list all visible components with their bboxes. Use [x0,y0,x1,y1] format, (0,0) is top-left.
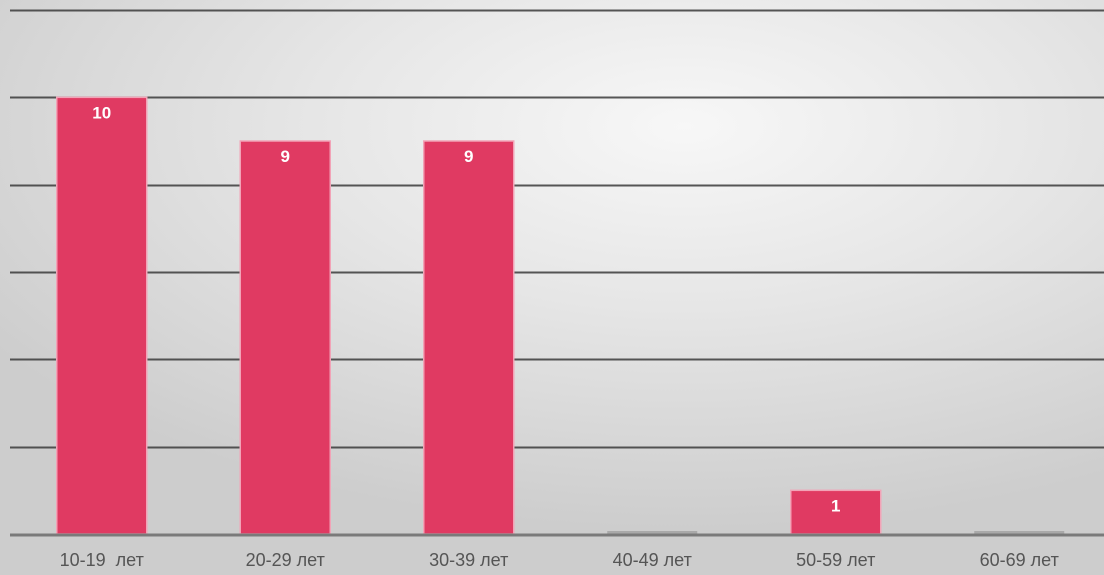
value-label-3: 9 [464,147,473,166]
bar-5 [790,489,882,535]
category-label-5: 50-59 лет [796,550,875,570]
category-label-3: 30-39 лет [429,550,508,570]
bar-3 [423,140,515,535]
bar-6 [974,531,1065,534]
labels: 10 10-19 лет 9 20-29 лет 9 30-39 лет 40-49 лет… [60,103,1059,570]
category-label-1: 10-19 лет [60,550,144,570]
bar-2 [239,140,331,535]
category-label-6: 60-69 лет [980,550,1059,570]
value-label-2: 9 [281,147,290,166]
bars [56,96,1065,535]
gridlines [10,9,1104,449]
value-label-5: 1 [831,496,840,515]
value-label-1: 10 [92,103,111,122]
bar-4 [607,531,698,534]
category-label-4: 40-49 лет [613,550,692,570]
category-label-2: 20-29 лет [246,550,325,570]
bar-1 [56,96,148,535]
